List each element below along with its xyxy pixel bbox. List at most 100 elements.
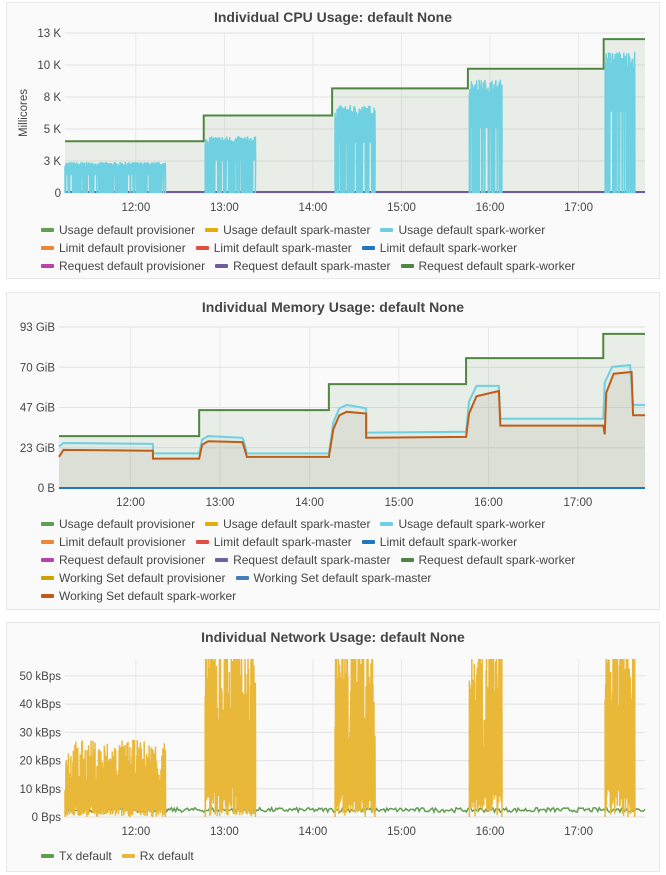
x-tick-label: 12:00 xyxy=(116,497,145,509)
y-tick-label: 30 kBps xyxy=(19,727,61,739)
legend-item[interactable]: Working Set default spark-worker xyxy=(41,589,236,603)
y-tick-label: 40 kBps xyxy=(19,699,61,711)
legend-swatch xyxy=(361,539,375,544)
legend-swatch xyxy=(41,245,54,250)
x-tick-label: 12:00 xyxy=(121,202,150,214)
legend-label: Usage default spark-master xyxy=(223,223,371,237)
legend-item[interactable]: Request default spark-master xyxy=(215,259,391,273)
x-tick-label: 15:00 xyxy=(387,826,416,838)
series-burst xyxy=(604,51,636,194)
legend-item[interactable]: Request default spark-master xyxy=(215,553,391,567)
legend-swatch xyxy=(195,245,209,250)
x-tick-label: 12:00 xyxy=(121,826,150,838)
series-area xyxy=(59,333,645,488)
y-tick-label: 10 kBps xyxy=(19,784,61,796)
legend-item[interactable]: Usage default spark-master xyxy=(205,223,370,237)
legend-item[interactable]: Limit default spark-worker xyxy=(361,535,518,549)
legend-swatch xyxy=(41,227,54,232)
legend-label: Usage default provisioner xyxy=(59,517,196,531)
legend-label: Working Set default provisioner xyxy=(59,571,226,585)
legend-item[interactable]: Usage default spark-worker xyxy=(380,223,545,237)
legend-label: Request default provisioner xyxy=(59,259,206,273)
legend-label: Usage default provisioner xyxy=(59,223,196,237)
legend-label: Request default provisioner xyxy=(59,553,206,567)
x-tick-label: 17:00 xyxy=(564,826,593,838)
x-tick-label: 17:00 xyxy=(564,497,593,509)
cpu-panel-title[interactable]: Individual CPU Usage: default None xyxy=(213,9,453,25)
y-tick-label: 0 Bps xyxy=(32,812,62,824)
y-axis-label: Millicores xyxy=(18,89,30,137)
legend-item[interactable]: Limit default spark-master xyxy=(195,241,352,255)
cpu-panel: Individual CPU Usage: default None 0 3 K 5… xyxy=(6,2,660,279)
legend-item[interactable]: Working Set default provisioner xyxy=(41,571,226,585)
network-legend: Tx default Rx default xyxy=(41,849,204,867)
legend-item[interactable]: Usage default provisioner xyxy=(41,223,195,237)
legend-swatch xyxy=(215,557,229,562)
legend-label: Request default spark-master xyxy=(233,553,391,567)
legend-label: Usage default spark-worker xyxy=(398,223,546,237)
legend-row: Request default provisioner Request defau… xyxy=(41,553,585,571)
legend-row: Tx default Rx default xyxy=(41,849,204,867)
legend-swatch xyxy=(380,227,394,232)
legend-swatch xyxy=(121,853,135,858)
legend-item[interactable]: Working Set default spark-master xyxy=(235,571,431,585)
x-tick-label: 17:00 xyxy=(564,202,593,214)
y-tick-label: 20 kBps xyxy=(19,756,61,768)
legend-label: Request default spark-worker xyxy=(418,259,576,273)
x-tick-label: 13:00 xyxy=(210,826,239,838)
y-tick-label: 50 kBps xyxy=(19,671,61,683)
series-burst xyxy=(204,658,257,818)
series-line xyxy=(59,332,645,438)
legend-item[interactable]: Tx default xyxy=(41,849,112,863)
y-tick-label: 0 B xyxy=(38,483,56,495)
legend-item[interactable]: Rx default xyxy=(121,849,194,863)
series-burst xyxy=(468,658,503,818)
legend-swatch xyxy=(400,557,414,562)
legend-item[interactable]: Limit default provisioner xyxy=(41,535,186,549)
legend-item[interactable]: Limit default spark-worker xyxy=(361,241,518,255)
legend-swatch xyxy=(41,539,54,544)
y-tick-label: 70 GiB xyxy=(20,362,55,374)
legend-item[interactable]: Request default provisioner xyxy=(41,553,205,567)
legend-item[interactable]: Usage default spark-master xyxy=(205,517,370,531)
legend-label: Limit default spark-worker xyxy=(379,241,518,255)
series-burst xyxy=(334,105,376,194)
legend-swatch xyxy=(41,593,54,598)
legend-item[interactable]: Usage default provisioner xyxy=(41,517,195,531)
legend-swatch xyxy=(195,539,209,544)
legend-item[interactable]: Limit default spark-master xyxy=(195,535,352,549)
legend-row: Usage default provisioner Usage default s… xyxy=(41,223,585,241)
legend-swatch xyxy=(41,263,54,268)
legend-row: Working Set default provisioner Working S… xyxy=(41,571,585,589)
network-chart: 0 Bps 10 kBps 20 kBps 30 kBps 40 kBps 50 kBps… xyxy=(19,658,646,838)
memory-chart: 0 B 23 GiB 47 GiB 70 GiB 93 GiB 12:00 13:00 14:… xyxy=(20,322,645,509)
memory-panel-title[interactable]: Individual Memory Usage: default None xyxy=(201,299,465,315)
legend-swatch xyxy=(361,245,375,250)
x-tick-label: 14:00 xyxy=(299,826,328,838)
x-tick-label: 16:00 xyxy=(476,202,505,214)
legend-item[interactable]: Limit default provisioner xyxy=(41,241,186,255)
legend-swatch xyxy=(235,575,249,580)
network-panel-title[interactable]: Individual Network Usage: default None xyxy=(201,629,465,645)
x-tick-label: 13:00 xyxy=(210,202,239,214)
legend-label: Limit default spark-master xyxy=(213,241,352,255)
legend-label: Request default spark-master xyxy=(233,259,391,273)
legend-item[interactable]: Request default spark-worker xyxy=(400,553,575,567)
legend-label: Limit default provisioner xyxy=(59,535,186,549)
series-burst xyxy=(64,161,167,194)
legend-label: Limit default spark-worker xyxy=(379,535,518,549)
legend-item[interactable]: Request default provisioner xyxy=(41,259,205,273)
y-tick-label: 47 GiB xyxy=(20,403,55,415)
y-tick-label: 13 K xyxy=(37,28,61,40)
x-tick-label: 16:00 xyxy=(474,497,503,509)
legend-row: Limit default provisioner Limit default s… xyxy=(41,241,585,259)
legend-item[interactable]: Usage default spark-worker xyxy=(380,517,545,531)
legend-swatch xyxy=(41,575,54,580)
legend-label: Tx default xyxy=(59,849,112,863)
y-tick-label: 5 K xyxy=(44,124,62,136)
legend-item[interactable]: Request default spark-worker xyxy=(400,259,576,273)
x-tick-label: 16:00 xyxy=(476,826,505,838)
series-line xyxy=(58,363,645,455)
series-burst xyxy=(334,658,376,818)
series-burst xyxy=(604,658,636,818)
